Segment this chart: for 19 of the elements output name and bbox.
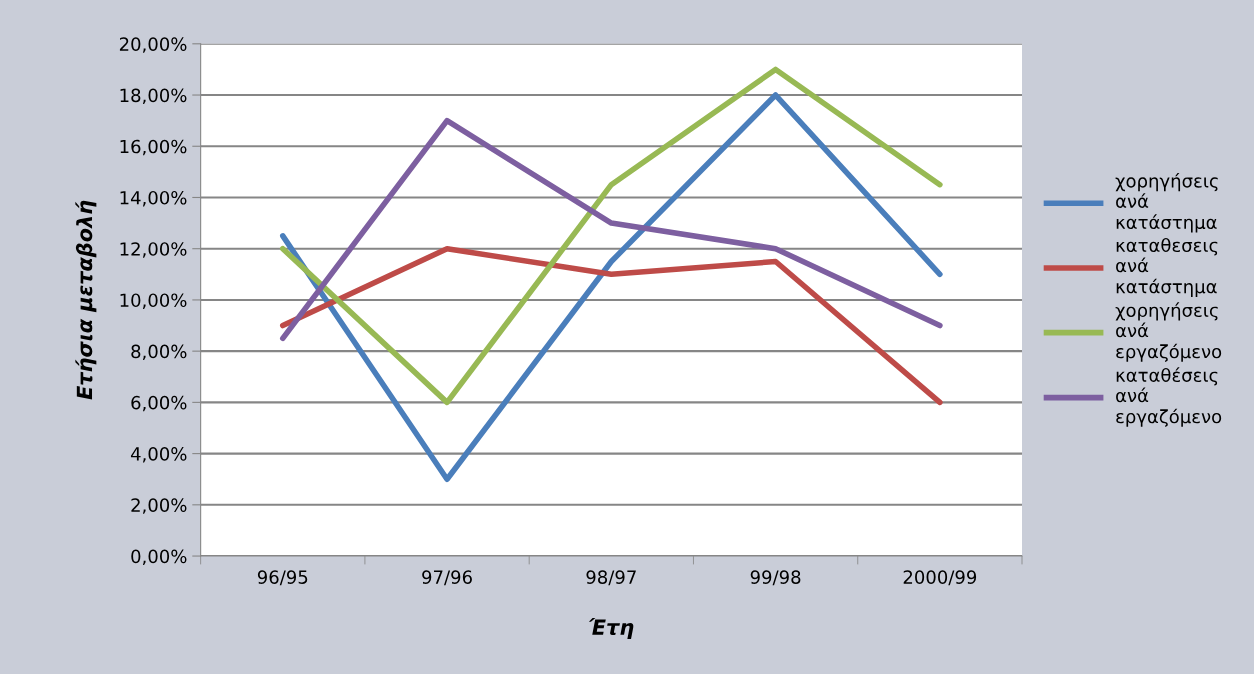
x-tick-label: 96/95 — [257, 570, 308, 586]
y-tick-label: 6,00% — [131, 395, 187, 412]
x-tick-label: 99/98 — [750, 570, 801, 586]
x-axis-title: Έτη — [588, 617, 634, 639]
y-tick-label: 8,00% — [131, 344, 187, 361]
y-tick-label: 10,00% — [120, 293, 187, 309]
y-tick-label: 16,00% — [120, 139, 187, 156]
x-tick-label: 97/96 — [422, 570, 472, 586]
y-axis-title: Ετήσια μεταβολή — [75, 200, 97, 400]
x-tick-label: 2000/99 — [903, 570, 977, 586]
y-tick-label: 12,00% — [120, 242, 187, 258]
y-tick-label: 0,00% — [131, 549, 187, 566]
y-tick-label: 18,00% — [120, 88, 187, 104]
y-tick-label: 4,00% — [130, 447, 187, 463]
x-tick-label: 98/97 — [586, 570, 636, 586]
y-tick-label: 14,00% — [120, 190, 187, 207]
legend-label: καταθέσεις ανά εργαζόμενο — [1116, 367, 1222, 427]
y-tick-label: 20,00% — [119, 37, 187, 53]
y-tick-label: 2,00% — [131, 498, 187, 514]
